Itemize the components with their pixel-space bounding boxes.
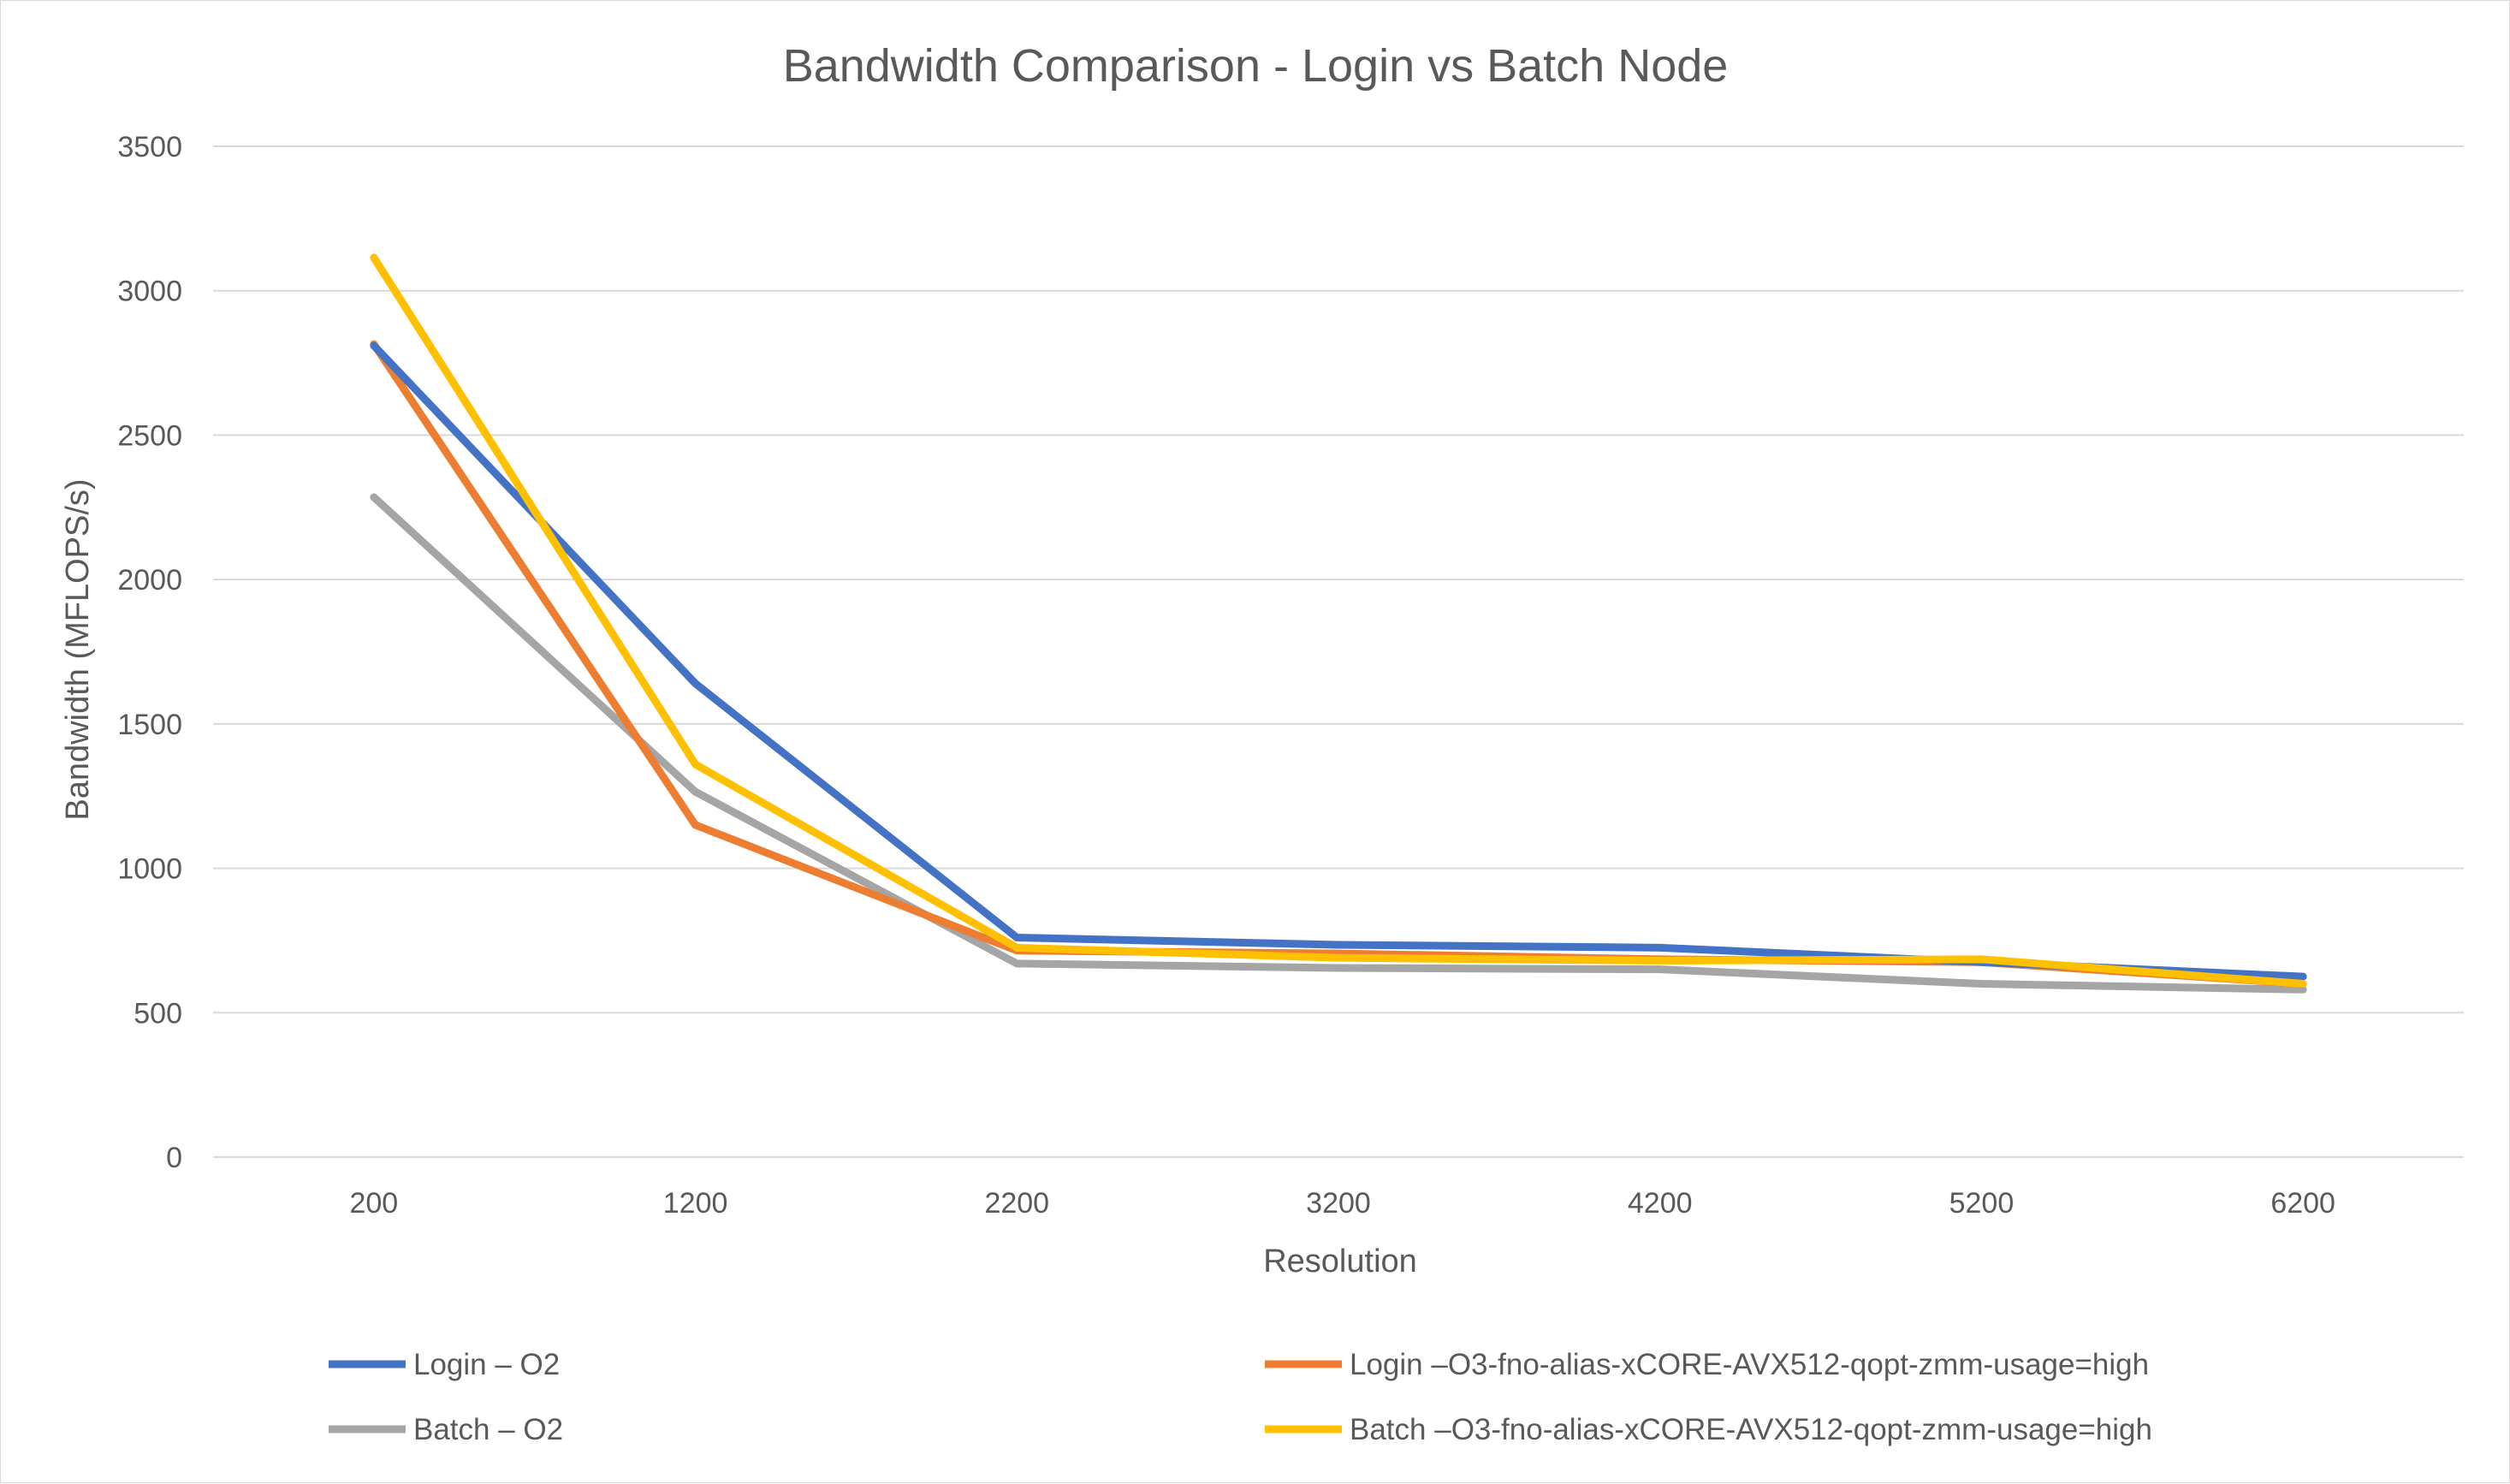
x-tick-label: 6200 <box>2270 1187 2335 1220</box>
legend-item-3: Batch –O3-fno-alias-xCORE-AVX512-qopt-zm… <box>1265 1413 2152 1446</box>
legend-label: Batch – O2 <box>413 1413 563 1446</box>
data-point <box>373 345 375 347</box>
chart-title: Bandwidth Comparison - Login vs Batch No… <box>783 40 1729 92</box>
x-tick-label: 4200 <box>1628 1187 1693 1220</box>
data-point <box>1338 944 1339 946</box>
y-tick-label: 0 <box>166 1142 182 1174</box>
data-point <box>695 763 697 765</box>
series-line-0 <box>370 341 2307 981</box>
y-tick-label: 3500 <box>117 131 182 163</box>
series-line-2 <box>370 493 2307 994</box>
data-point <box>1659 947 1661 948</box>
data-point <box>373 496 375 498</box>
x-axis-ticks: 200 1200 2200 3200 4200 5200 6200 <box>349 1187 2335 1220</box>
x-tick-label: 2200 <box>984 1187 1049 1220</box>
data-point <box>2302 988 2304 990</box>
data-point <box>1338 957 1339 959</box>
y-tick-label: 1500 <box>117 709 182 741</box>
data-point <box>1016 947 1018 948</box>
legend-item-2: Batch – O2 <box>329 1413 563 1446</box>
legend-item-1: Login –O3-fno-alias-xCORE-AVX512-qopt-zm… <box>1265 1348 2149 1381</box>
x-tick-label: 200 <box>349 1187 398 1220</box>
series-line-1 <box>370 340 2307 988</box>
data-point <box>1659 969 1661 971</box>
legend-label: Login – O2 <box>413 1348 560 1381</box>
series-lines <box>370 253 2307 994</box>
data-point <box>1659 960 1661 962</box>
x-tick-label: 5200 <box>1949 1187 2015 1220</box>
data-point <box>373 257 375 258</box>
y-tick-label: 1000 <box>117 853 182 886</box>
series-line-3 <box>370 253 2307 988</box>
legend-label: Login –O3-fno-alias-xCORE-AVX512-qopt-zm… <box>1350 1348 2149 1381</box>
y-tick-label: 2500 <box>117 419 182 452</box>
data-point <box>1980 983 1982 985</box>
data-point <box>2302 976 2304 977</box>
data-point <box>695 824 697 826</box>
x-tick-label: 1200 <box>663 1187 728 1220</box>
y-tick-label: 3000 <box>117 276 182 308</box>
legend: Login – O2 Login –O3-fno-alias-xCORE-AVX5… <box>329 1348 2152 1446</box>
data-point <box>1338 967 1339 969</box>
data-point <box>1016 937 1018 939</box>
data-point <box>1338 953 1339 954</box>
y-axis-title: Bandwidth (MFLOPS/s) <box>60 478 96 820</box>
data-point <box>1016 963 1018 965</box>
x-tick-label: 3200 <box>1306 1187 1371 1220</box>
y-axis-ticks: 0 500 1000 1500 2000 2500 3000 3500 <box>117 131 182 1174</box>
y-tick-label: 2000 <box>117 564 182 597</box>
x-axis-title: Resolution <box>1263 1244 1417 1279</box>
y-tick-label: 500 <box>134 997 182 1030</box>
legend-item-0: Login – O2 <box>329 1348 560 1381</box>
data-point <box>695 683 697 685</box>
gridlines <box>213 145 2464 1158</box>
data-point <box>2302 983 2304 985</box>
legend-label: Batch –O3-fno-alias-xCORE-AVX512-qopt-zm… <box>1350 1413 2152 1446</box>
